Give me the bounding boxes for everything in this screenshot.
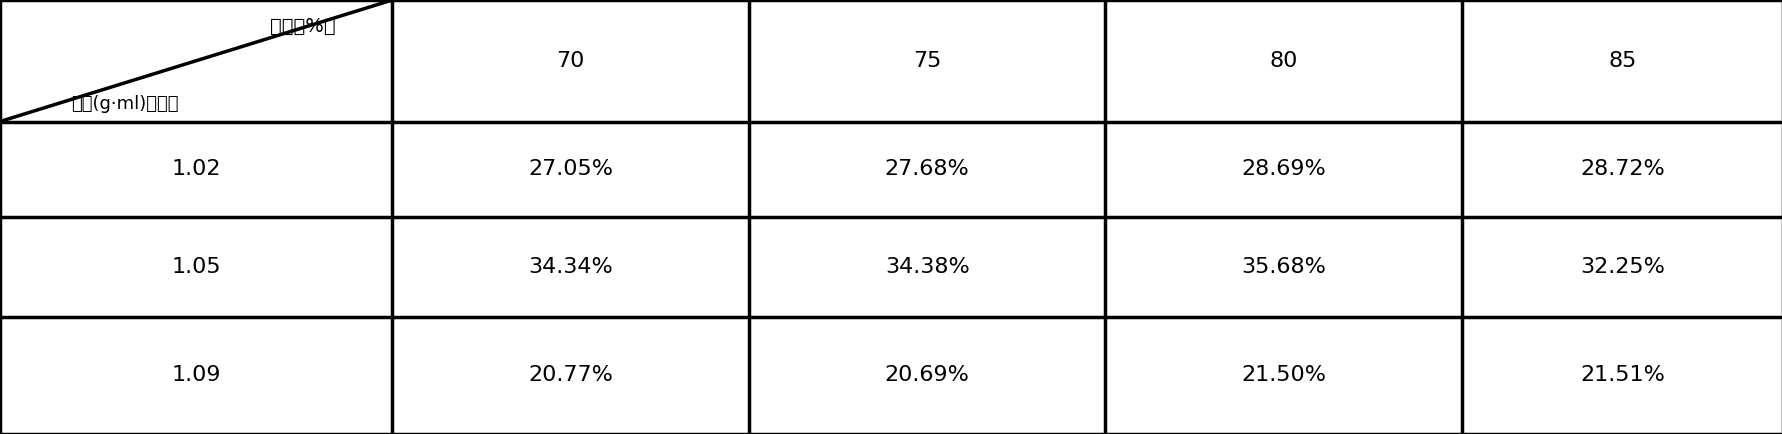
Text: 32.25%: 32.25% [1579,257,1664,277]
Text: 密度(g·ml)，含量: 密度(g·ml)，含量 [71,95,178,113]
Text: 21.51%: 21.51% [1579,365,1664,385]
Text: 70: 70 [556,51,584,71]
Text: 27.68%: 27.68% [884,159,969,179]
Text: 1.05: 1.05 [171,257,221,277]
Text: 20.69%: 20.69% [884,365,969,385]
Text: 20.77%: 20.77% [527,365,613,385]
Text: 1.09: 1.09 [171,365,221,385]
Text: 27.05%: 27.05% [527,159,613,179]
Text: 醇度（%）: 醇度（%） [271,16,335,36]
Text: 34.34%: 34.34% [527,257,613,277]
Text: 28.72%: 28.72% [1579,159,1664,179]
Text: 75: 75 [912,51,941,71]
Text: 85: 85 [1607,51,1636,71]
Text: 28.69%: 28.69% [1240,159,1326,179]
Text: 34.38%: 34.38% [884,257,969,277]
Text: 80: 80 [1269,51,1297,71]
Text: 21.50%: 21.50% [1240,365,1326,385]
Text: 35.68%: 35.68% [1240,257,1326,277]
Text: 1.02: 1.02 [171,159,221,179]
